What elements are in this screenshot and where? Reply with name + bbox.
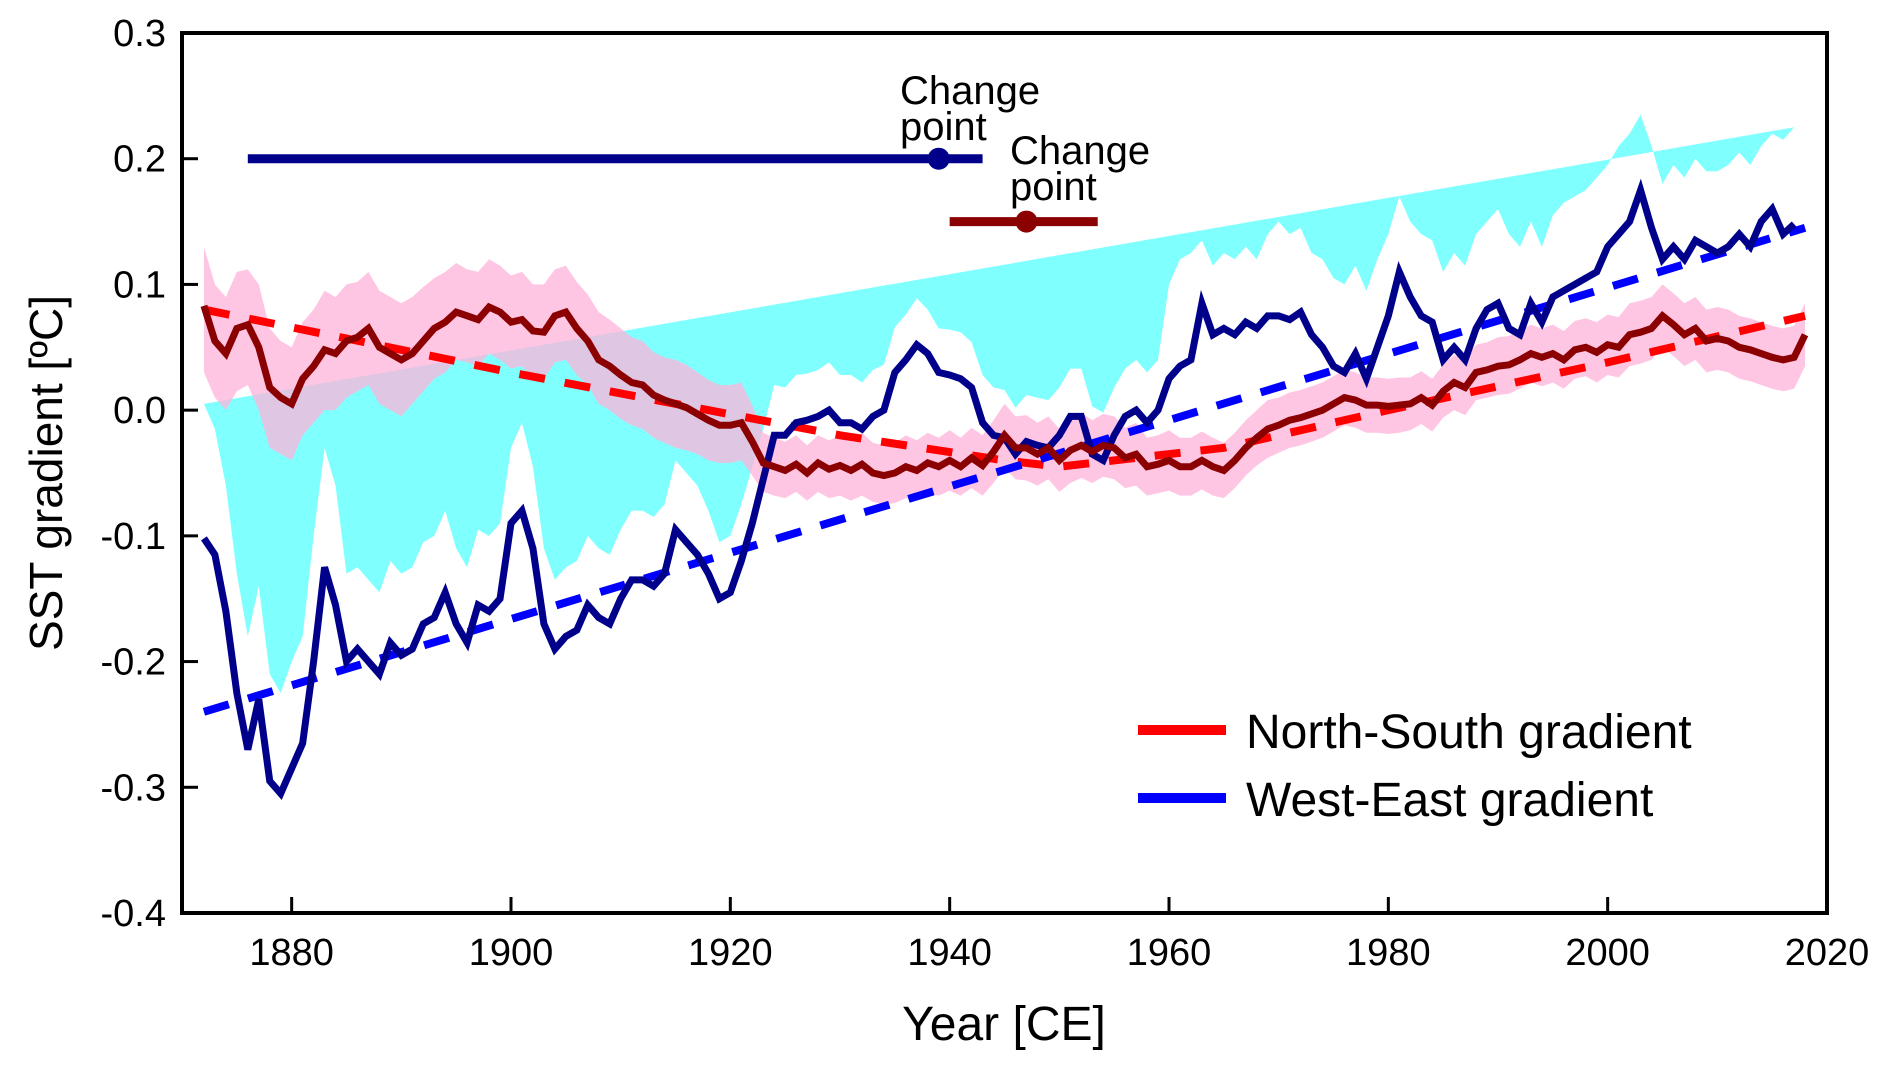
change-point-label-ns-line1: Change [1010,129,1150,173]
change-point-label-we-line1: Change [900,69,1040,113]
change-point-label-north-south: Change point [1010,129,1150,209]
x-tick-label: 1880 [249,932,334,974]
uncertainty-bands [203,114,1806,693]
x-tick-label: 1960 [1127,932,1212,974]
plot-frame [180,31,1829,915]
change-point-label-west-east: Change point [900,69,1040,149]
y-tick-label: -0.1 [101,516,166,558]
y-tick-label: 0.2 [113,139,166,181]
y-tick-label: 0.0 [113,390,166,432]
x-tick-label: 1900 [469,932,554,974]
series-lines [200,178,1809,801]
west-east-uncertainty-band [203,114,1795,693]
change-point-marker-west-east [927,147,950,170]
x-tick-label: 1980 [1346,932,1431,974]
x-axis-label: Year [CE] [902,998,1106,1051]
y-tick-label: 0.1 [113,264,166,306]
legend-label-west-east: West-East gradient [1246,774,1653,827]
legend-label-north-south: North-South gradient [1246,706,1692,759]
y-axis: -0.4 -0.3 -0.2 -0.1 0.0 0.1 0.2 0.3 [101,13,198,935]
y-tick-label: -0.3 [101,767,166,809]
change-point-label-we-line2: point [900,105,987,149]
north-south-uncertainty-band [203,246,1806,505]
change-point-label-ns-line2: point [1010,165,1097,209]
west-east-gradient-line [201,178,1797,801]
x-axis: 1880 1900 1920 1940 1960 1980 2000 2020 [249,897,1869,974]
x-tick-label: 2020 [1785,932,1870,974]
y-tick-label: -0.2 [101,642,166,684]
legend: North-South gradient West-East gradient [1138,706,1692,827]
x-tick-label: 1940 [907,932,992,974]
change-point-markers [247,147,1098,233]
y-axis-label: SST gradient [ºC] [20,295,72,651]
x-tick-label: 2000 [1565,932,1650,974]
north-south-gradient-line [200,302,1809,480]
x-tick-label: 1920 [688,932,773,974]
change-point-marker-north-south [1015,210,1038,233]
y-tick-label: 0.3 [113,13,166,55]
y-tick-label: -0.4 [101,893,166,935]
